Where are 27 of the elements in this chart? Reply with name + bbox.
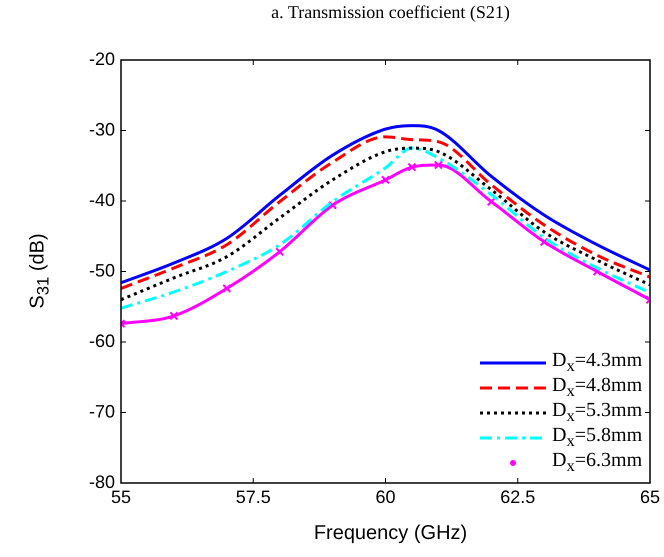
legend-label: D$_{x}$=4.3mm bbox=[552, 349, 642, 375]
point bbox=[169, 311, 178, 320]
legend-label: D$_{x}$=6.3mm bbox=[552, 449, 642, 476]
y-tick-label: -70 bbox=[88, 401, 115, 422]
y-tick-label: -60 bbox=[88, 330, 115, 351]
x-tick-label: 57.5 bbox=[236, 486, 271, 507]
y-tick-label: -20 bbox=[88, 48, 115, 69]
point bbox=[486, 197, 496, 206]
y-tick-label: -40 bbox=[88, 190, 115, 210]
point bbox=[222, 284, 232, 293]
x-tick-label: 60 bbox=[375, 486, 396, 507]
x-tick-label: 62.5 bbox=[500, 486, 536, 507]
point bbox=[540, 237, 549, 246]
chart-title: a. Transmission coefficient (S21) bbox=[270, 2, 511, 23]
point bbox=[407, 162, 416, 172]
x-tick-label: 65 bbox=[640, 486, 660, 507]
y-tick-label: -30 bbox=[88, 119, 115, 140]
x-axis-title: Frequency (GHz) bbox=[312, 522, 468, 545]
y-tick-label: -50 bbox=[88, 260, 115, 280]
legend-label: D$_{x}$=4.8mm bbox=[552, 374, 642, 400]
point bbox=[434, 160, 443, 170]
point bbox=[275, 247, 284, 256]
point bbox=[380, 175, 390, 184]
point bbox=[328, 200, 338, 210]
legend-label: D$_{x}$=5.8mm bbox=[552, 424, 642, 450]
point bbox=[592, 266, 602, 276]
legend-label: D$_{x}$=5.3mm bbox=[552, 399, 642, 425]
